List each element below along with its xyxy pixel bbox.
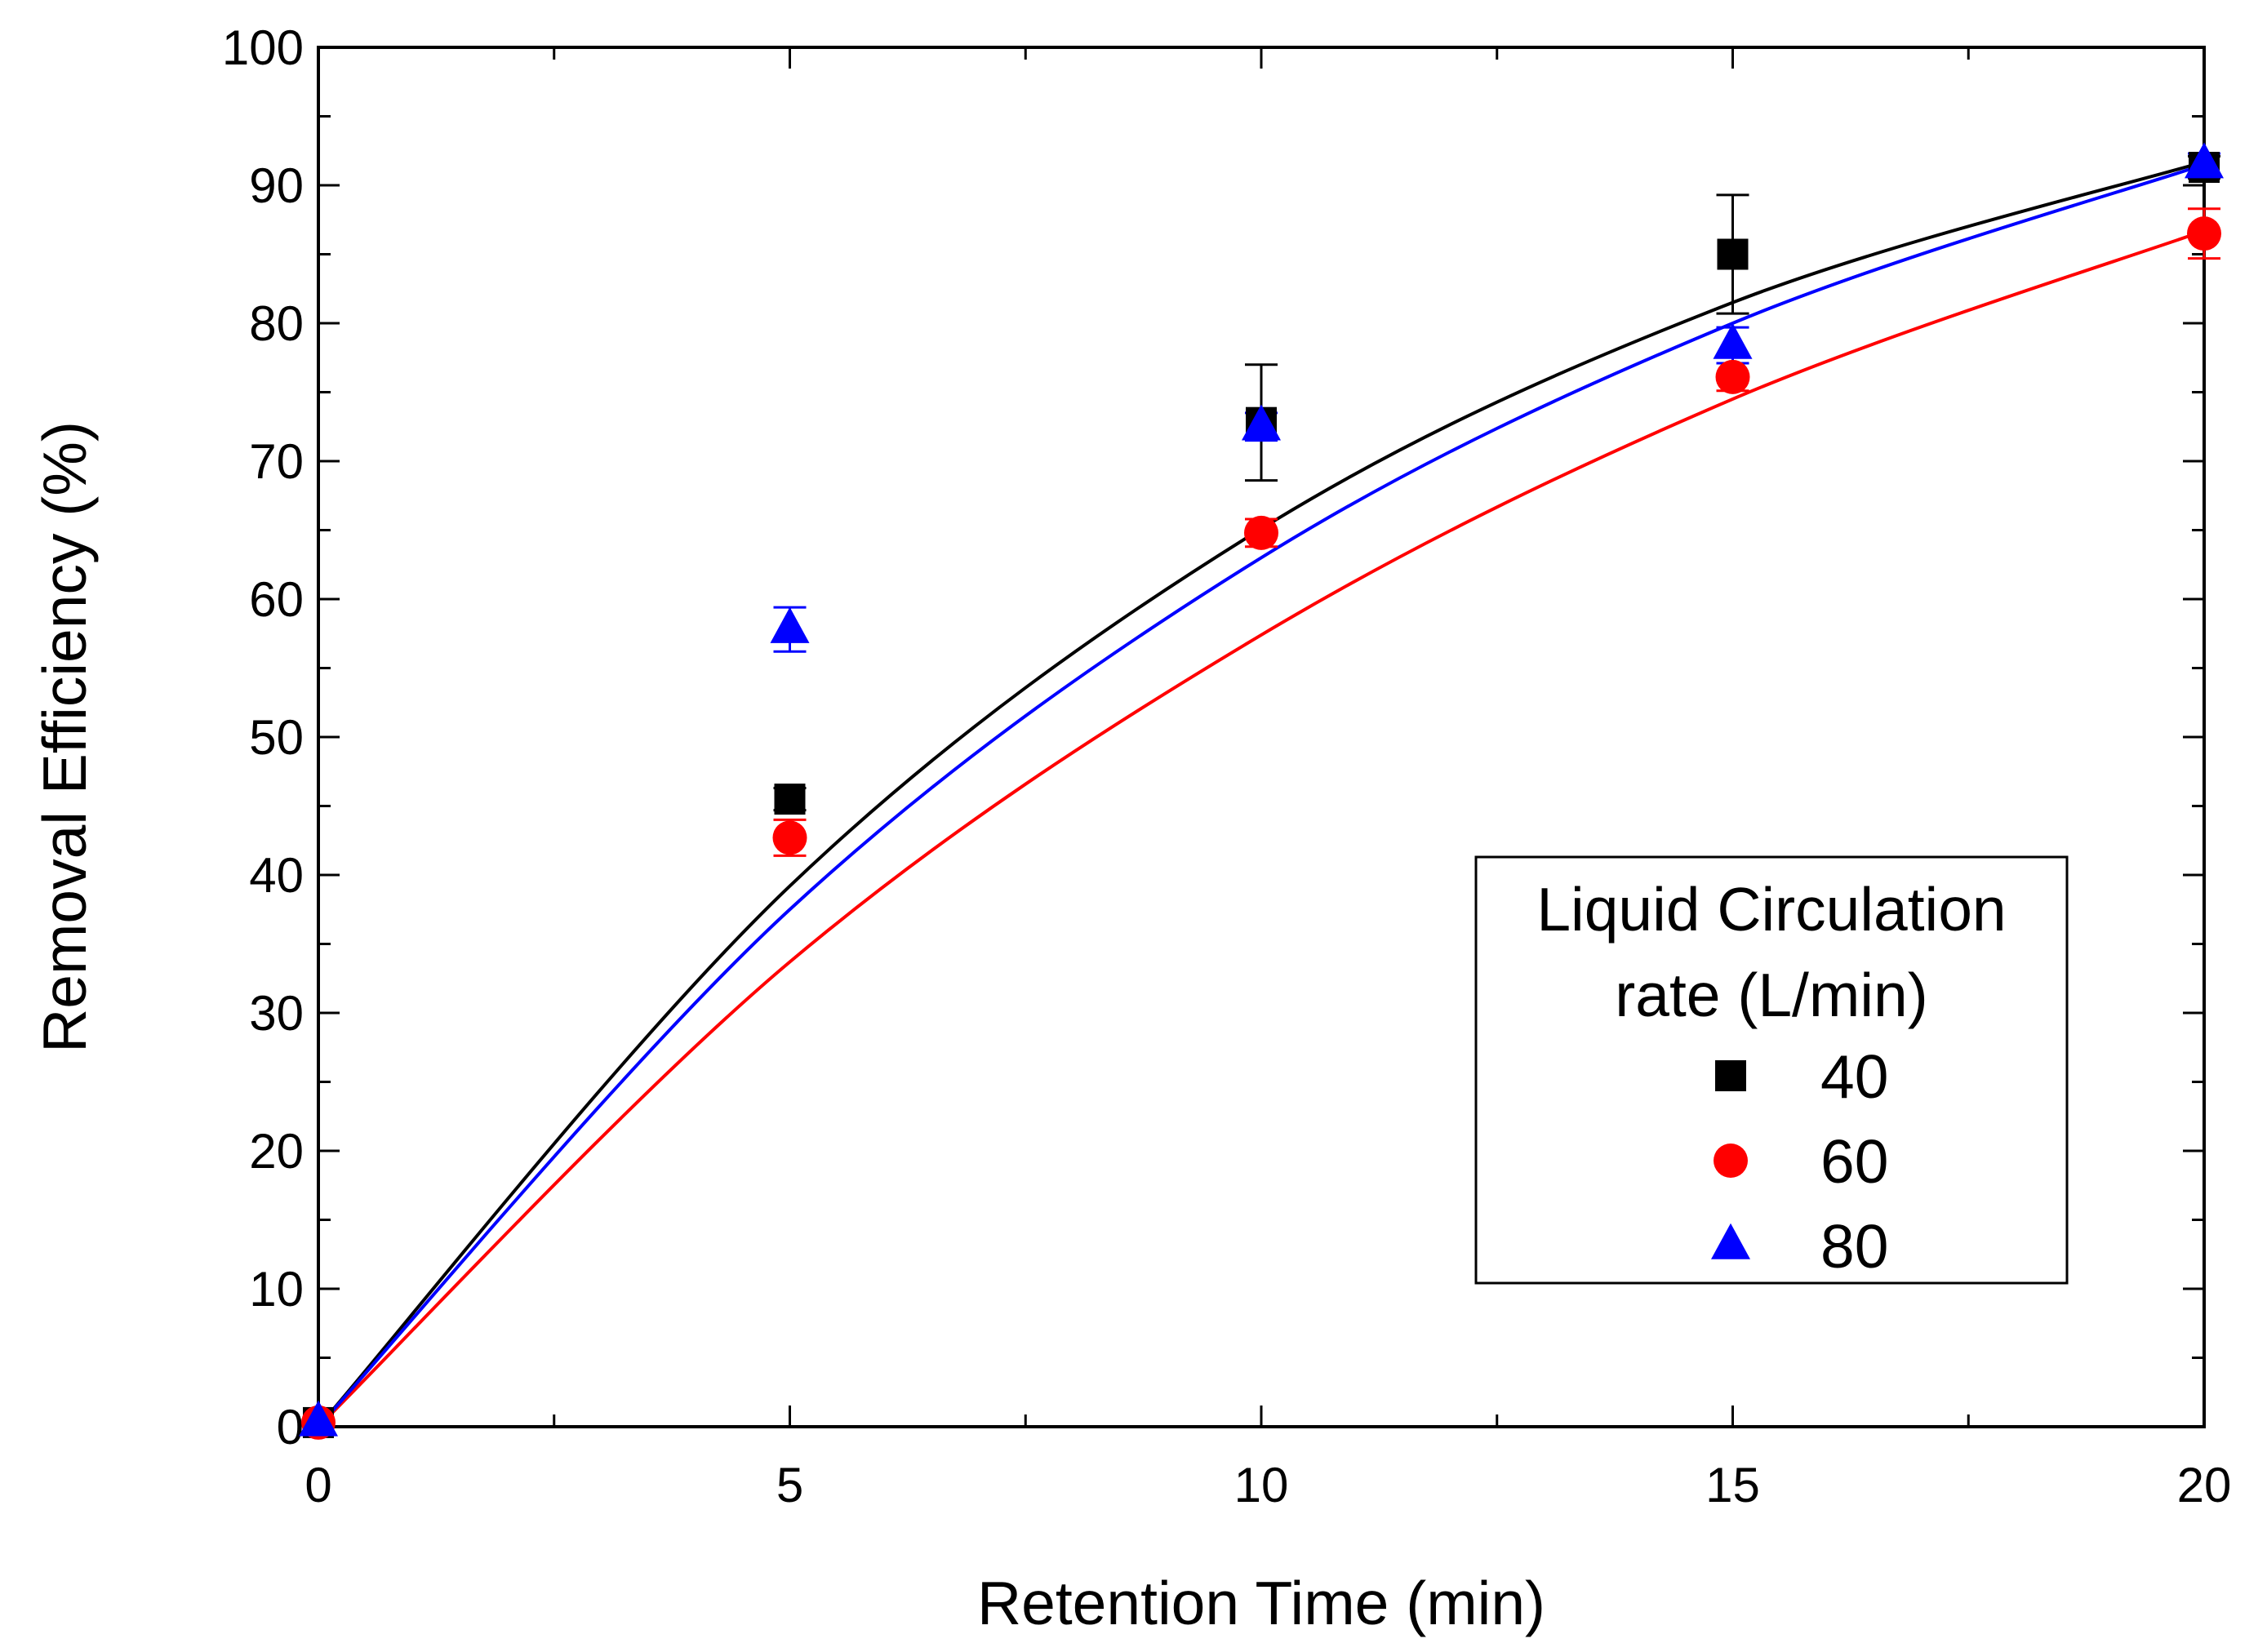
data-point-60: [1715, 359, 1750, 394]
legend-label-60: 60: [1820, 1127, 1888, 1196]
legend-entries: 40 60 80: [1711, 1042, 1888, 1281]
x-tick-label: 20: [2177, 1458, 2232, 1512]
y-tick-label: 50: [249, 710, 304, 765]
data-point-80: [1242, 404, 1281, 441]
error-bars: [773, 152, 2220, 857]
legend-label-40: 40: [1820, 1042, 1888, 1111]
y-tick-label: 100: [222, 20, 304, 75]
x-tick-label: 5: [776, 1458, 803, 1512]
y-tick-label: 40: [249, 848, 304, 903]
y-tick-label: 90: [249, 158, 304, 213]
axis-tick-labels: 0 5 10 15 20 0 10 20 30 40 50 60 70 80 90 100: [222, 20, 2231, 1512]
data-point-80: [2185, 142, 2224, 179]
x-tick-label: 0: [304, 1458, 331, 1512]
y-tick-label: 0: [277, 1400, 304, 1454]
y-tick-label: 10: [249, 1262, 304, 1317]
legend-marker-60: [1714, 1144, 1748, 1178]
fit-line-80: [317, 162, 2205, 1428]
y-tick-label: 80: [249, 296, 304, 351]
legend-title-line-2: rate (L/min): [1615, 961, 1927, 1029]
data-point-60: [1244, 515, 1278, 550]
y-tick-label: 20: [249, 1124, 304, 1179]
y-tick-label: 60: [249, 572, 304, 627]
data-point-40: [774, 784, 806, 815]
legend-marker-80: [1711, 1223, 1750, 1259]
data-point-80: [1713, 322, 1753, 359]
data-point-40: [1717, 238, 1749, 270]
legend-box: [1474, 855, 2069, 1285]
legend: Liquid Circulation rate (L/min) 40 60 80: [1474, 855, 2069, 1285]
fit-line-60: [317, 229, 2205, 1428]
legend-marker-40: [1715, 1060, 1746, 1091]
y-tick-label: 30: [249, 986, 304, 1041]
fit-line-40: [317, 160, 2205, 1428]
fit-lines: [317, 160, 2205, 1428]
data-markers: [299, 142, 2224, 1440]
data-point-80: [770, 606, 810, 643]
data-point-80: [299, 1400, 338, 1437]
axis-ticks: [317, 46, 2206, 1428]
x-axis-title: Retention Time (min): [977, 1569, 1545, 1637]
x-tick-label: 15: [1705, 1458, 1760, 1512]
data-point-60: [2187, 216, 2221, 251]
y-tick-label: 70: [249, 434, 304, 489]
x-tick-label: 10: [1234, 1458, 1289, 1512]
y-axis-title: Removal Efficiency (%): [30, 421, 99, 1053]
legend-title-line-1: Liquid Circulation: [1536, 875, 2006, 944]
legend-label-80: 80: [1820, 1212, 1888, 1281]
data-point-60: [772, 820, 807, 855]
